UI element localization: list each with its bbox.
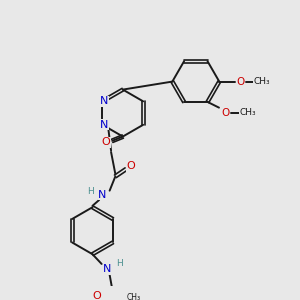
Text: O: O xyxy=(92,291,101,300)
Text: N: N xyxy=(98,190,107,200)
Text: O: O xyxy=(127,161,136,171)
Text: H: H xyxy=(87,187,94,196)
Text: CH₃: CH₃ xyxy=(254,77,271,86)
Text: O: O xyxy=(101,137,110,147)
Text: CH₃: CH₃ xyxy=(127,293,141,300)
Text: H: H xyxy=(116,260,123,268)
Text: N: N xyxy=(100,120,108,130)
Text: N: N xyxy=(103,264,112,274)
Text: O: O xyxy=(236,76,244,87)
Text: O: O xyxy=(221,108,230,118)
Text: CH₃: CH₃ xyxy=(239,108,256,117)
Text: N: N xyxy=(100,96,108,106)
